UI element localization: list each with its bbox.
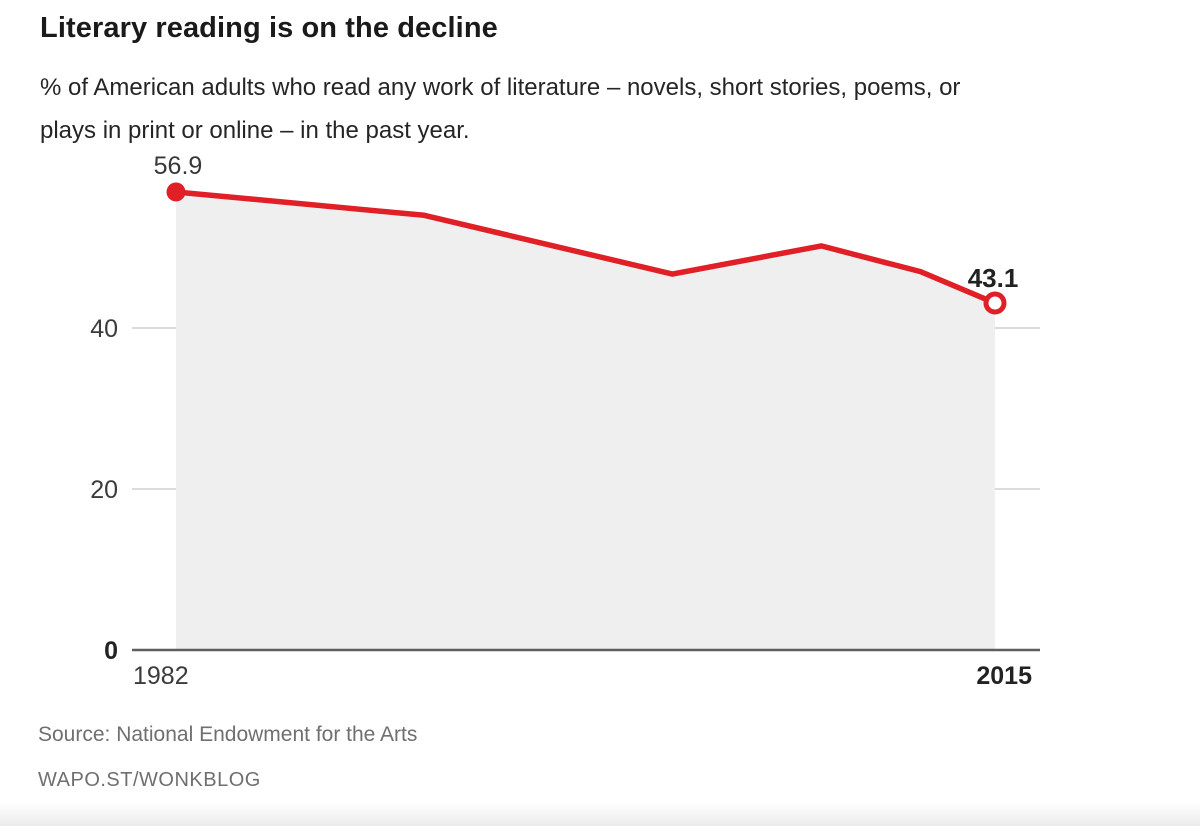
bottom-fade-divider [0, 802, 1200, 826]
wapo-wonkblog-credit: WAPO.ST/WONKBLOG [38, 769, 261, 791]
y-tick-label-0: 0 [104, 637, 118, 665]
first-value-label: 56.9 [154, 152, 203, 180]
data-line [173, 189, 998, 306]
y-tick-label-40: 40 [90, 315, 118, 343]
last-value-label: 43.1 [968, 263, 1019, 293]
end-point-marker [983, 291, 1007, 315]
x-tick-label-2015: 2015 [976, 662, 1032, 690]
chart-subtitle-line-2: plays in print or online – in the past y… [40, 117, 470, 144]
y-tick-label-20: 20 [90, 476, 118, 504]
area-fill [176, 191, 995, 650]
source-note: Source: National Endowment for the Arts [38, 723, 418, 746]
x-tick-label-1982: 1982 [133, 662, 189, 690]
chart-title: Literary reading is on the decline [40, 12, 498, 44]
chart-subtitle: % of American adults who read any work o… [40, 66, 960, 152]
chart-subtitle-line-1: % of American adults who read any work o… [40, 74, 961, 101]
start-point-marker [166, 182, 186, 202]
